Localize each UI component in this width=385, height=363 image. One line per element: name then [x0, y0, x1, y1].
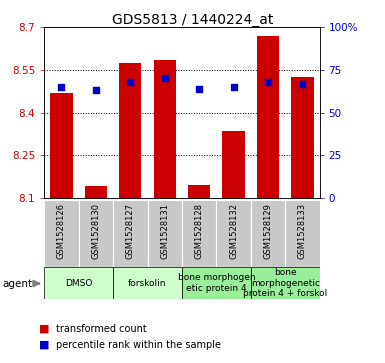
- Bar: [182, 200, 216, 267]
- Text: GDS5813 / 1440224_at: GDS5813 / 1440224_at: [112, 13, 273, 27]
- Bar: [44, 267, 113, 299]
- Bar: [44, 200, 79, 267]
- Text: GSM1528132: GSM1528132: [229, 203, 238, 259]
- Text: GSM1528133: GSM1528133: [298, 203, 307, 259]
- Text: GSM1528129: GSM1528129: [263, 203, 273, 259]
- Bar: [251, 267, 320, 299]
- Bar: [79, 200, 113, 267]
- Bar: [216, 200, 251, 267]
- Text: percentile rank within the sample: percentile rank within the sample: [56, 340, 221, 350]
- Text: GSM1528131: GSM1528131: [160, 203, 169, 259]
- Point: [231, 84, 237, 90]
- Bar: [291, 77, 313, 198]
- Bar: [85, 187, 107, 198]
- Text: DMSO: DMSO: [65, 279, 92, 287]
- Bar: [182, 267, 251, 299]
- Text: bone morphogen
etic protein 4: bone morphogen etic protein 4: [177, 273, 255, 293]
- Bar: [113, 267, 182, 299]
- Bar: [188, 185, 210, 198]
- Text: GSM1528127: GSM1528127: [126, 203, 135, 259]
- Text: GSM1528126: GSM1528126: [57, 203, 66, 259]
- Point: [59, 84, 65, 90]
- Bar: [285, 200, 320, 267]
- Bar: [113, 200, 147, 267]
- Text: transformed count: transformed count: [56, 323, 147, 334]
- Text: bone
morphogenetic
protein 4 + forskol: bone morphogenetic protein 4 + forskol: [243, 268, 327, 298]
- Bar: [154, 60, 176, 198]
- Point: [265, 79, 271, 85]
- Bar: [257, 36, 279, 198]
- Text: GSM1528130: GSM1528130: [91, 203, 100, 259]
- Text: ■: ■: [38, 323, 49, 334]
- Bar: [251, 200, 285, 267]
- Bar: [147, 200, 182, 267]
- Bar: [50, 93, 73, 198]
- Point: [127, 79, 133, 85]
- Bar: [119, 63, 141, 198]
- Text: agent: agent: [2, 279, 32, 289]
- Point: [162, 76, 168, 81]
- Point: [196, 86, 202, 91]
- Point: [93, 87, 99, 93]
- Point: [299, 81, 305, 86]
- Bar: [223, 131, 245, 198]
- Text: ■: ■: [38, 340, 49, 350]
- Text: GSM1528128: GSM1528128: [194, 203, 204, 259]
- Text: forskolin: forskolin: [128, 279, 167, 287]
